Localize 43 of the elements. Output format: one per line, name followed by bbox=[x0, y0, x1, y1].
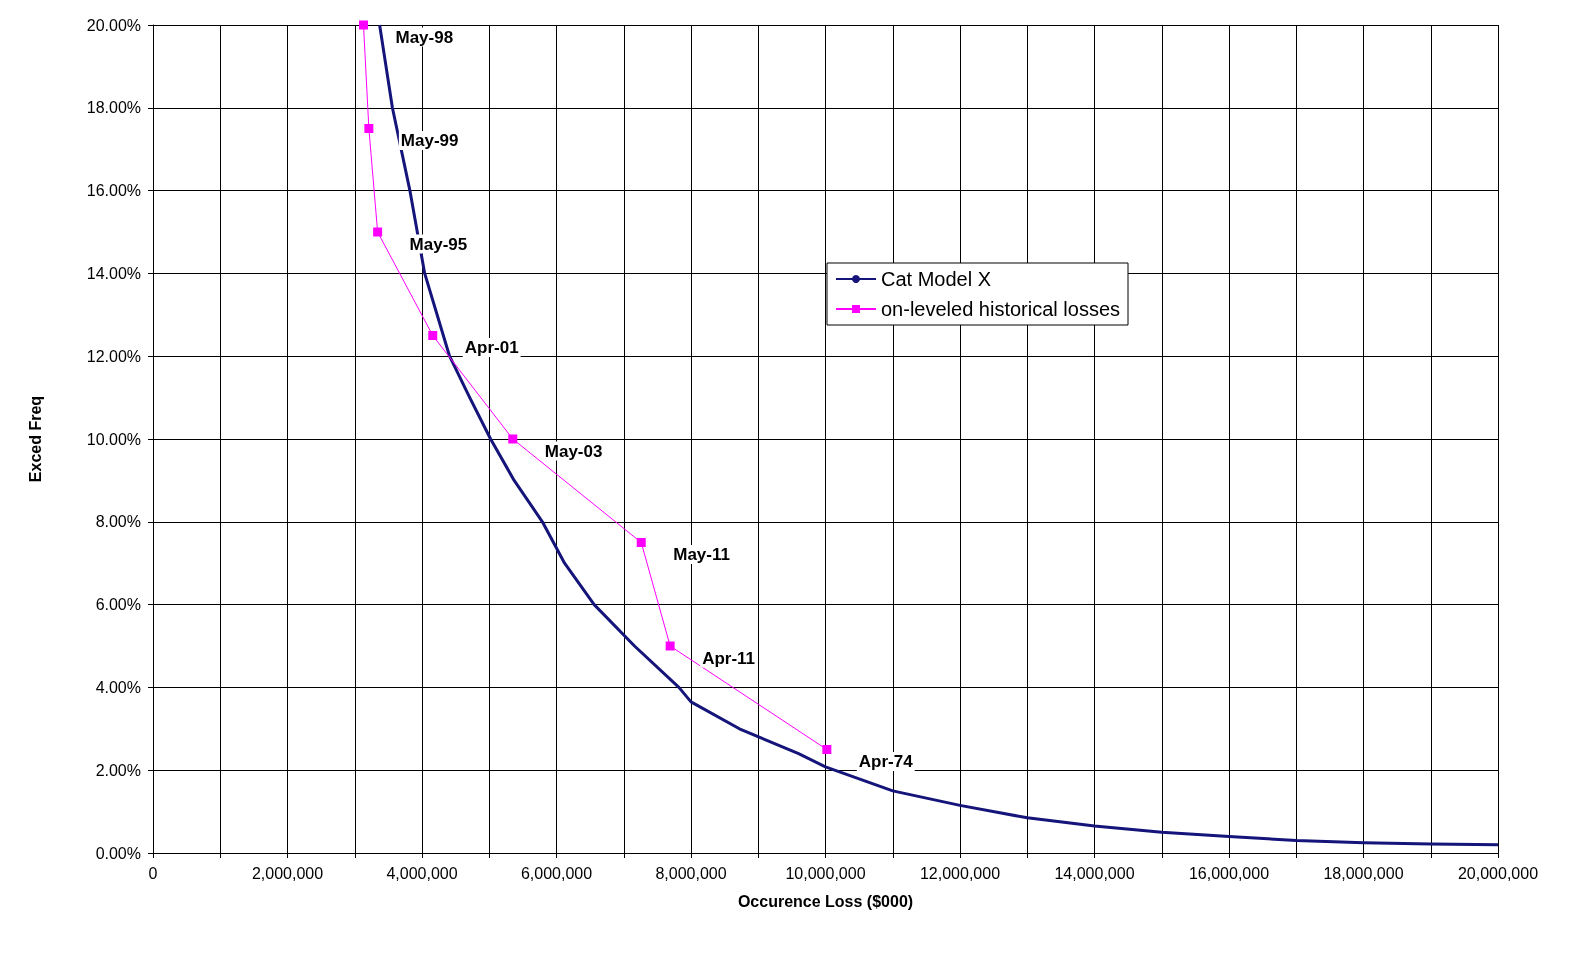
annotation: May-95 bbox=[409, 234, 468, 254]
point bbox=[373, 227, 383, 237]
x-tick-label: 10,000,000 bbox=[785, 864, 866, 882]
x-tick-label: 4,000,000 bbox=[386, 864, 458, 882]
annotation: May-98 bbox=[395, 27, 454, 47]
annotation: Apr-74 bbox=[858, 752, 914, 771]
annotation: May-99 bbox=[400, 131, 459, 150]
point bbox=[428, 331, 438, 340]
y-tick-label: 20.00% bbox=[86, 16, 141, 34]
x-axis-title: Occurence Loss ($000) bbox=[737, 892, 914, 910]
x-tick-label: 0 bbox=[148, 864, 158, 882]
x-tick-label: 18,000,000 bbox=[1323, 864, 1404, 882]
point bbox=[822, 745, 832, 754]
x-tick-label: 14,000,000 bbox=[1054, 864, 1135, 882]
x-tick-label: 2,000,000 bbox=[251, 864, 324, 882]
y-tick-label: 8.00% bbox=[95, 513, 141, 531]
y-axis-title: Exced Freq bbox=[26, 395, 44, 483]
x-tick-label: 8,000,000 bbox=[655, 864, 727, 882]
y-tick-label: 12.00% bbox=[86, 347, 141, 365]
y-tick-label: 16.00% bbox=[86, 182, 141, 200]
point bbox=[358, 20, 368, 30]
y-tick-label: 2.00% bbox=[95, 761, 141, 779]
point bbox=[636, 538, 646, 547]
point bbox=[508, 434, 518, 444]
y-tick-label: 14.00% bbox=[86, 264, 141, 282]
annotation: Apr-01 bbox=[464, 338, 519, 357]
x-tick-label: 20,000,000 bbox=[1457, 864, 1539, 882]
y-tick-label: 18.00% bbox=[86, 99, 141, 117]
y-tick-label: 10.00% bbox=[86, 430, 141, 448]
legend-label: Cat Model X bbox=[881, 268, 992, 290]
point bbox=[665, 641, 675, 651]
y-tick-label: 6.00% bbox=[95, 596, 141, 614]
point bbox=[364, 124, 374, 133]
annotation: Apr-11 bbox=[702, 648, 756, 668]
annotation: May-11 bbox=[673, 545, 730, 564]
legend-label: on-leveled historical losses bbox=[881, 298, 1121, 320]
x-tick-label: 12,000,000 bbox=[919, 864, 1001, 882]
line-series bbox=[378, 23, 1500, 847]
y-tick-label: 0.00% bbox=[95, 844, 141, 862]
y-tick-label: 4.00% bbox=[95, 678, 141, 696]
x-tick-label: 16,000,000 bbox=[1188, 864, 1270, 882]
x-tick-label: 6,000,000 bbox=[520, 864, 593, 882]
annotation: May-03 bbox=[544, 441, 603, 461]
